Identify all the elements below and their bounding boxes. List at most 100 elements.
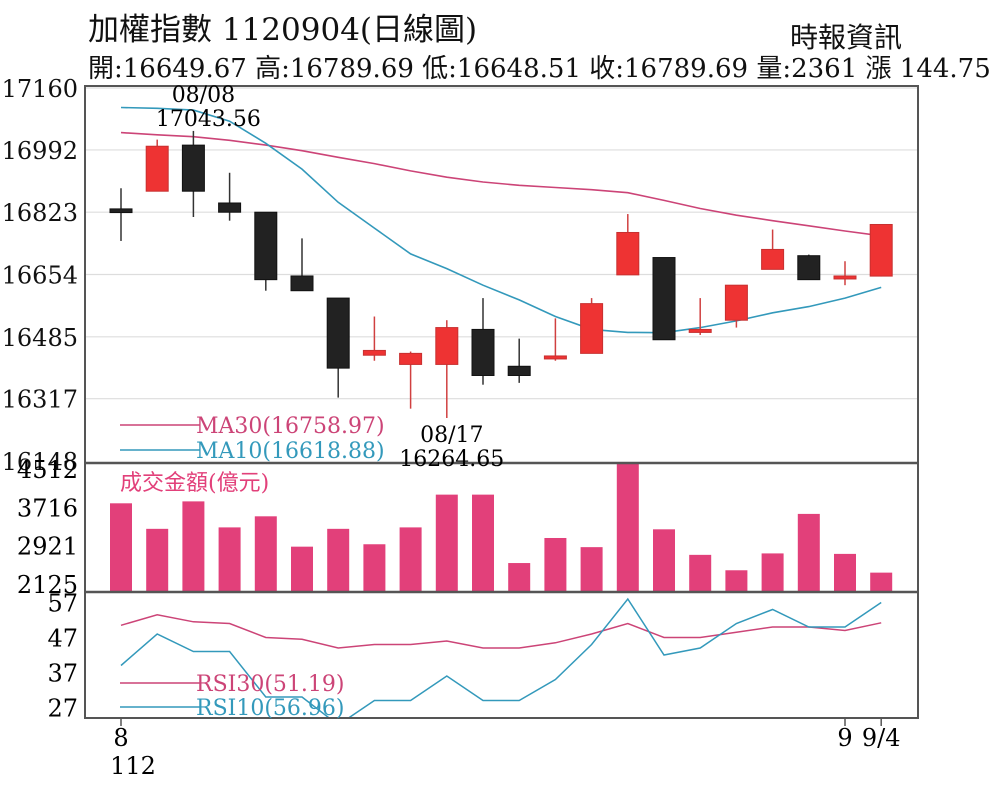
- price-tick-label: 16148: [2, 448, 78, 476]
- candle-body: [471, 328, 495, 376]
- x-tick-label: 9/4: [862, 724, 901, 752]
- volume-bar: [834, 553, 856, 592]
- candle-body: [761, 248, 785, 270]
- candle: [580, 298, 604, 354]
- rsi-panel: [120, 597, 882, 718]
- candle-body: [290, 275, 314, 292]
- candle: [761, 229, 785, 270]
- candle-body: [145, 145, 169, 192]
- volume-bar: [146, 528, 169, 592]
- volume-bar: [689, 554, 712, 592]
- outer-frame: [84, 85, 919, 719]
- rsi-tick-label: 57: [47, 590, 78, 618]
- price-tick-label: 17160: [2, 75, 78, 103]
- candle-body: [616, 231, 640, 276]
- candle: [688, 298, 712, 335]
- ma-line-ma10: [120, 106, 882, 334]
- rsi-legend-label-ma10: RSI10(56.96): [196, 696, 344, 721]
- x-tick-label: 8: [113, 724, 128, 752]
- legend-label-ma10: MA10(16618.88): [196, 439, 385, 464]
- candle: [652, 257, 676, 341]
- candle: [290, 238, 314, 292]
- volume-bar: [399, 527, 422, 592]
- candle: [833, 261, 857, 286]
- candle: [435, 320, 459, 419]
- candle-body: [869, 223, 893, 277]
- volume-bar: [254, 516, 277, 592]
- gridlines: [85, 87, 918, 400]
- volume-title: 成交金額(億元): [120, 471, 269, 496]
- volume-bar: [870, 572, 893, 592]
- candle-body: [399, 352, 423, 365]
- volume-bar: [435, 494, 458, 592]
- high-value-label: 17043.56: [156, 107, 261, 132]
- candle: [145, 139, 169, 192]
- candle: [181, 130, 205, 218]
- chart-frame: [84, 85, 919, 719]
- price-tick-label: 16654: [2, 262, 78, 290]
- candle: [797, 254, 821, 281]
- low-date-label: 08/17: [420, 423, 483, 448]
- candle-body: [580, 303, 604, 354]
- volume-bar: [797, 513, 820, 592]
- volume-tick-label: 4512: [17, 456, 78, 484]
- rsi-legend-label-ma30: RSI30(51.19): [196, 672, 344, 697]
- volume-bar: [182, 501, 205, 592]
- candle-body: [435, 327, 459, 365]
- candle-body: [652, 257, 676, 341]
- volume-bar: [291, 546, 313, 592]
- candle-body: [109, 208, 133, 214]
- volume-bar: [725, 570, 748, 592]
- candle: [616, 214, 640, 276]
- legend-label-ma30: MA30(16758.97): [196, 414, 385, 439]
- volume-bar: [616, 463, 639, 592]
- rsi-tick-label: 27: [47, 695, 78, 723]
- rsi-tick-label: 47: [47, 625, 78, 653]
- volume-bar: [653, 529, 675, 592]
- volume-tick-label: 2921: [17, 533, 78, 561]
- x-tick-label: 9: [837, 724, 852, 752]
- rsi-line-ma10: [120, 597, 882, 718]
- volume-bar: [110, 503, 132, 592]
- candle-body: [254, 211, 278, 281]
- candle-body: [543, 355, 567, 360]
- x-year-label: 112: [110, 752, 156, 780]
- candle-body: [833, 275, 857, 280]
- candle: [543, 318, 567, 361]
- source-label: 時報資訊: [790, 21, 903, 54]
- volume-bar: [363, 544, 386, 592]
- volume-bar: [508, 563, 531, 592]
- candle: [218, 172, 242, 221]
- price-tick-label: 16317: [2, 386, 78, 414]
- candle-body: [181, 144, 205, 192]
- candle: [109, 188, 133, 241]
- candle: [471, 298, 495, 385]
- candle: [869, 223, 893, 277]
- volume-tick-label: 3716: [17, 494, 78, 522]
- axis-labels: 17160 16992 16823 16654 16485 16317 16148 08/08…: [2, 75, 901, 780]
- price-tick-label: 16823: [2, 199, 78, 227]
- price-tick-label: 16485: [2, 324, 78, 352]
- candle-body: [724, 284, 748, 321]
- chart-title: 加權指數 1120904(日線圖): [88, 12, 478, 48]
- volume-bar: [327, 528, 350, 592]
- candle: [399, 351, 423, 409]
- price-stats: 開:16649.67 高:16789.69 低:16648.51 收:16789…: [88, 54, 991, 84]
- price-tick-label: 16992: [2, 137, 78, 165]
- candle: [362, 316, 386, 361]
- candle: [326, 297, 350, 398]
- candle-body: [218, 202, 242, 213]
- candle-body: [362, 349, 386, 356]
- volume-bar: [218, 527, 241, 592]
- rsi-line-ma30: [120, 614, 882, 649]
- candle-body: [326, 297, 350, 369]
- high-date-label: 08/08: [172, 83, 235, 108]
- price-panel: [109, 106, 893, 419]
- volume-bar: [472, 494, 494, 592]
- volume-panel: [110, 463, 893, 592]
- volume-bar: [580, 547, 603, 592]
- low-value-label: 16264.65: [399, 447, 504, 472]
- candle: [507, 338, 531, 383]
- candle-body: [688, 328, 712, 333]
